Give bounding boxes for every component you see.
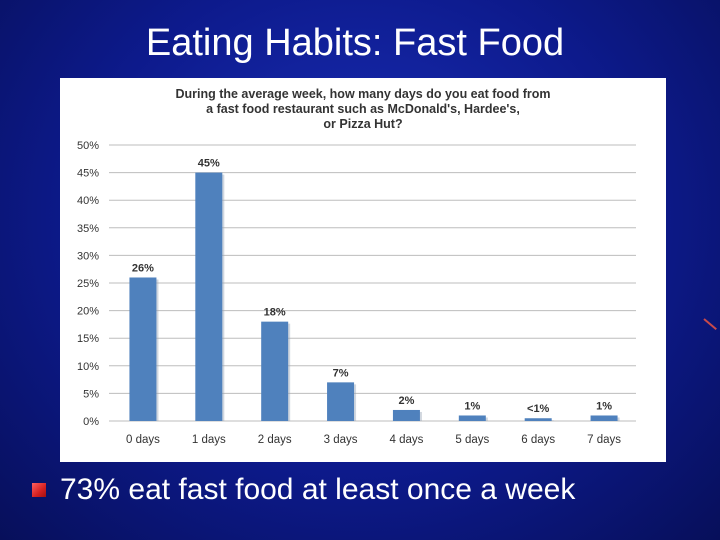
y-tick-label: 45% [77, 168, 99, 180]
y-tick-label: 0% [83, 416, 99, 428]
x-tick-label: 1 days [192, 434, 226, 446]
chart-title-line-1: During the average week, how many days d… [175, 87, 550, 101]
bullet-square-icon [32, 483, 46, 497]
data-label: 18% [264, 307, 286, 319]
x-tick-label: 4 days [389, 434, 423, 446]
bar-7-days [590, 415, 618, 421]
bar-0-days [129, 277, 157, 421]
slide-title: Eating Habits: Fast Food [145, 22, 565, 64]
data-label: 7% [333, 367, 349, 379]
data-label: 26% [132, 262, 154, 274]
decorative-line [703, 318, 717, 331]
bar-4-days [392, 409, 420, 421]
y-tick-label: 10% [77, 361, 99, 373]
chart-title-line-2: a fast food restaurant such as McDonald'… [206, 102, 520, 116]
y-tick-label: 20% [77, 306, 99, 318]
data-label: 45% [198, 158, 220, 170]
bar-chart: During the average week, how many days d… [77, 87, 636, 446]
y-tick-label: 5% [83, 388, 99, 400]
data-label: 2% [398, 395, 414, 407]
x-tick-label: 2 days [258, 434, 292, 446]
bar-2-days [261, 321, 289, 421]
bullet-point: 73% eat fast food at least once a week [32, 470, 575, 510]
bar-3-days [327, 382, 355, 421]
y-tick-label: 50% [77, 140, 99, 152]
x-tick-label: 7 days [587, 434, 621, 446]
bullet-text: 73% eat fast food at least once a week [60, 473, 576, 506]
bar-5-days [458, 415, 486, 421]
y-tick-label: 35% [77, 223, 99, 235]
chart-panel: During the average week, how many days d… [60, 78, 666, 462]
bar-1-days [195, 172, 223, 421]
data-label: 1% [464, 400, 480, 412]
x-tick-label: 0 days [126, 434, 160, 446]
y-tick-label: 30% [77, 250, 99, 262]
data-label: <1% [527, 403, 550, 415]
y-tick-label: 15% [77, 333, 99, 345]
y-tick-label: 25% [77, 278, 99, 290]
data-label: 1% [596, 400, 612, 412]
x-tick-label: 6 days [521, 434, 555, 446]
chart-title-line-3: or Pizza Hut? [323, 117, 402, 131]
x-tick-label: 3 days [324, 434, 358, 446]
bar-6-days [524, 418, 552, 421]
x-tick-label: 5 days [455, 434, 489, 446]
y-tick-label: 40% [77, 195, 99, 207]
